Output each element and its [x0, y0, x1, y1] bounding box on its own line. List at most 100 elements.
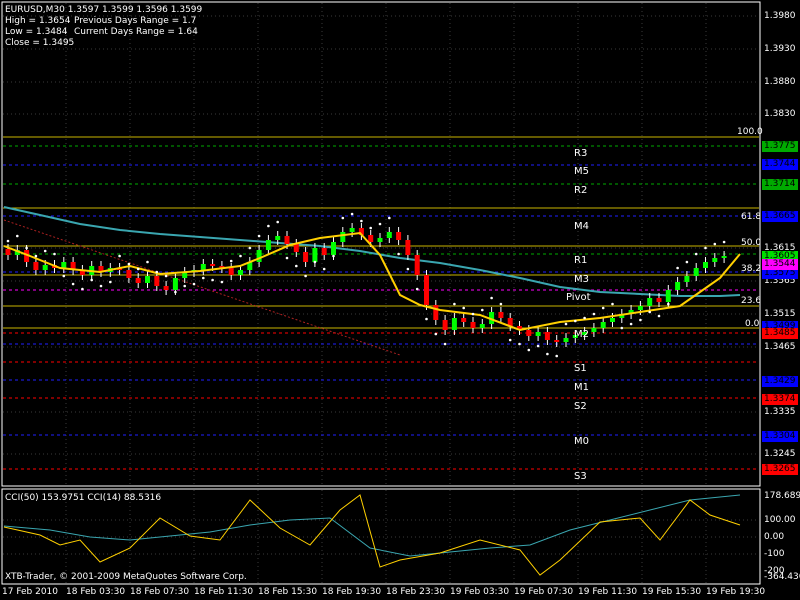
sar-dot: [267, 224, 270, 228]
candle-body: [479, 324, 485, 328]
level-price-tag: 1.3544: [762, 259, 798, 270]
candle-body: [265, 240, 271, 250]
candle-body: [182, 272, 188, 278]
candle-body: [238, 270, 243, 275]
candle-body: [647, 298, 653, 306]
sar-dot: [518, 342, 521, 346]
candle-body: [219, 266, 225, 268]
sar-dot: [53, 252, 56, 256]
time-axis-label: 19 Feb 03:30: [450, 587, 510, 597]
sar-dot: [220, 280, 224, 284]
sar-dot: [350, 212, 354, 216]
level-price-tag: 1.3665: [762, 211, 798, 222]
candle-body: [33, 262, 39, 270]
level-price-tag: 1.3485: [762, 328, 798, 339]
grid-lines: [3, 3, 759, 583]
sar-dot: [155, 270, 159, 274]
sar-dot: [239, 254, 242, 258]
pivot-label-m5: M5: [574, 166, 589, 177]
sar-dot: [369, 226, 373, 230]
time-axis-label: 19 Feb 11:30: [578, 587, 638, 597]
sar-dot: [722, 240, 726, 244]
candle-body: [126, 270, 132, 278]
sar-dot: [388, 216, 391, 220]
price-axis-label: 1.3615: [764, 243, 796, 253]
sar-dot: [43, 249, 47, 253]
sar-dot: [183, 284, 186, 288]
fib-label-23-6: 23.6: [741, 296, 762, 306]
fast-moving-average: [3, 231, 741, 332]
candle-body: [312, 248, 318, 262]
pivot-label-m1: M1: [574, 382, 589, 393]
previous-range-info: Previous Days Range = 1.7: [74, 16, 197, 26]
indicator-title: CCI(50) 153.9751 CCI(14) 88.5316: [5, 493, 162, 503]
sar-dot: [406, 267, 410, 271]
sar-dot: [611, 302, 614, 306]
sar-dot: [443, 342, 447, 346]
pivot-label-s3: S3: [574, 471, 587, 482]
pivot-label-r1: R1: [574, 255, 588, 266]
candle-body: [349, 228, 355, 232]
candle-body: [451, 318, 457, 330]
sar-dot: [313, 260, 317, 264]
sar-dot: [667, 302, 670, 306]
time-axis-label: 18 Feb 23:30: [386, 587, 446, 597]
cci-slow-line: [3, 494, 741, 557]
pivot-label-s2: S2: [574, 401, 587, 412]
sar-dot: [146, 260, 149, 264]
indicator-axis-label: -100: [764, 549, 785, 559]
sar-dot: [360, 219, 363, 223]
sar-dot: [341, 216, 345, 220]
candle-body: [79, 270, 85, 275]
fib-label-61-8: 61.8: [741, 212, 762, 222]
indicator-axis-label: -364.436: [764, 572, 800, 582]
symbol-info: EURUSD,M30 1.3597 1.3599 1.3596 1.3599: [5, 5, 203, 15]
sar-dot: [425, 317, 428, 321]
sar-dot: [304, 274, 307, 278]
price-axis-label: 1.3245: [764, 449, 796, 459]
sar-dot: [285, 256, 289, 260]
indicator-frame: [1, 488, 761, 585]
candle-body: [600, 322, 606, 328]
sar-dot: [34, 254, 38, 258]
time-axis-label: 18 Feb 11:30: [194, 587, 254, 597]
pivot-label-m4: M4: [574, 221, 589, 232]
sar-dot: [629, 322, 633, 326]
sar-dot: [295, 264, 298, 268]
candle-body: [433, 305, 439, 320]
candle-body: [712, 258, 718, 262]
sar-dot: [229, 259, 233, 263]
sar-dot: [704, 246, 707, 250]
candle-body: [619, 314, 625, 318]
candle-body: [386, 232, 392, 238]
candle-body: [61, 262, 67, 268]
sar-dot: [127, 262, 131, 266]
sar-dot: [648, 310, 651, 314]
sar-dot: [508, 338, 512, 342]
pivot-label-s1: S1: [574, 363, 587, 374]
candle-body: [582, 332, 588, 335]
sar-dot: [71, 282, 75, 286]
time-axis-label: 19 Feb 15:30: [642, 587, 702, 597]
pivot-label-r2: R2: [574, 185, 588, 196]
sar-dot: [555, 354, 558, 358]
sar-dot: [583, 316, 586, 320]
sar-dot: [136, 267, 140, 271]
slow-moving-average: [3, 206, 741, 297]
indicator-axis-label: 100.00: [764, 515, 796, 525]
indicator-axis-label: 178.6895: [764, 491, 800, 501]
indicator-axis-label: -200: [764, 566, 785, 576]
candle-body: [442, 320, 448, 330]
sar-dot: [90, 278, 93, 282]
sar-dot: [490, 296, 493, 300]
copyright-text: XTB-Trader, © 2001-2009 MetaQuotes Softw…: [5, 572, 247, 582]
low-info: Low = 1.3484: [5, 27, 68, 37]
candle-body: [98, 266, 104, 272]
candle-body: [228, 268, 234, 275]
candle-body: [703, 262, 708, 268]
sar-dot: [657, 314, 661, 318]
pivot-label-pivot: Pivot: [566, 292, 591, 303]
sar-dot: [378, 222, 382, 226]
level-price-tag: 1.3744: [762, 159, 798, 170]
